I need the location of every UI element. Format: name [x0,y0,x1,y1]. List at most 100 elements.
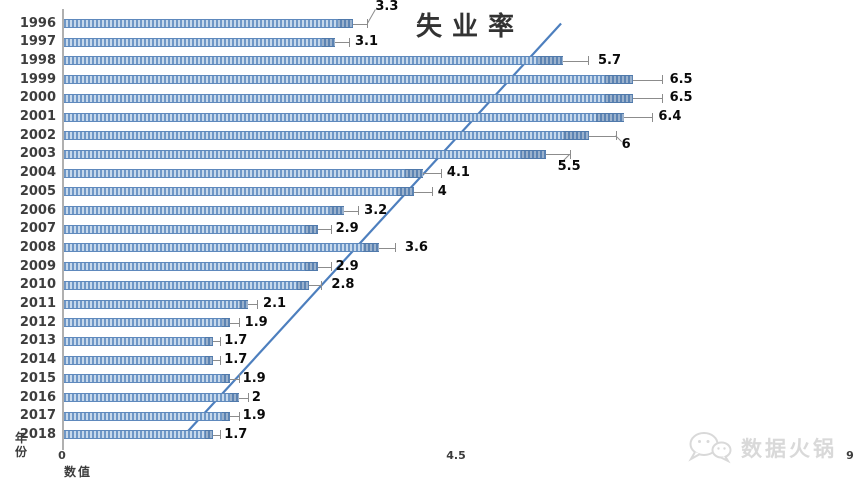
error-bar-plus-2002 [589,135,616,137]
data-label-1999: 6.5 [669,71,693,87]
data-label-2000: 6.5 [669,90,693,106]
bar-2006 [64,206,345,215]
bar-2017 [64,411,231,421]
data-label-2015: 1.9 [242,370,266,386]
error-bar-minus-2016 [230,393,240,402]
data-label-2010: 2.8 [331,277,355,293]
error-bar-plus-2014 [212,360,221,362]
error-bar-cap-2005 [431,187,433,197]
error-bar-minus-2007 [305,224,318,234]
data-label-2004: 4.1 [446,165,470,181]
year-label-2017: 2017 [19,408,56,424]
bar-2004 [64,168,423,178]
error-bar-plus-2018 [212,434,221,436]
error-bar-plus-2009 [317,266,331,268]
year-label-2010: 2010 [19,277,56,293]
error-bar-minus-1999 [604,75,634,85]
x-tick-0: 0 [58,449,66,462]
error-bar-minus-2008 [363,243,380,253]
error-bar-plus-2006 [344,210,359,212]
year-label-1996: 1996 [19,15,56,31]
error-bar-cap-2003 [569,149,571,159]
error-bar-plus-2003 [545,154,570,156]
error-bar-minus-1997 [321,37,336,47]
year-label-2013: 2013 [19,333,56,349]
bar-2011 [64,299,248,309]
error-bar-cap-2011 [257,299,259,309]
error-bar-plus-2012 [230,322,239,324]
year-label-2000: 2000 [19,90,56,106]
error-bar-cap-1997 [348,37,350,47]
data-label-2009: 2.9 [335,258,359,274]
watermark: 数据火锅 [687,430,837,466]
error-bar-cap-2018 [220,430,222,440]
error-bar-minus-2013 [205,336,213,346]
year-label-1999: 1999 [19,71,56,87]
error-bar-cap-2001 [652,112,654,122]
error-bar-minus-1998 [538,56,564,66]
data-label-2005: 4 [437,183,447,199]
error-bar-minus-2001 [596,112,625,122]
bar-2018 [64,430,213,440]
y-axis-line [62,9,64,450]
error-bar-plus-1996 [352,23,368,25]
bar-1996 [64,19,353,28]
error-bar-plus-2011 [247,304,258,305]
wechat-chat-bubbles-icon [688,432,732,464]
error-bar-cap-2013 [220,336,222,346]
bar-2001 [64,112,625,122]
error-bar-plus-1998 [563,60,589,62]
data-label-2003: 5.5 [557,159,581,175]
error-bar-cap-1998 [588,56,590,66]
error-bar-cap-2010 [321,280,323,290]
error-bar-plus-2008 [379,247,395,249]
error-bar-cap-2014 [220,355,222,365]
year-label-2004: 2004 [19,165,56,181]
error-bar-minus-2003 [521,149,546,159]
data-label-1998: 5.7 [598,52,622,68]
error-bar-cap-2016 [247,393,249,402]
error-bar-cap-2009 [330,262,332,272]
bar-2016 [64,393,240,402]
x-tick-9: 9 [846,449,854,462]
error-bar-plus-1999 [633,79,662,81]
data-label-2011: 2.1 [263,296,287,311]
data-label-1996: 3.3 [375,0,399,14]
error-bar-minus-2000 [604,93,634,103]
error-bar-cap-2012 [238,318,240,328]
x-tick-4.5: 4.5 [446,449,466,462]
error-bar-cap-2007 [330,224,332,234]
year-label-2001: 2001 [19,109,56,124]
data-label-2016: 2 [251,389,261,405]
year-label-2006: 2006 [19,202,56,218]
chart-title: 失业率 [415,12,525,42]
error-bar-cap-2006 [358,206,360,215]
data-label-2002: 6 [621,136,631,152]
year-label-2015: 2015 [19,370,56,386]
error-bar-minus-2002 [563,131,590,141]
year-label-1998: 1998 [19,52,56,68]
year-label-2005: 2005 [19,183,56,199]
data-label-2014: 1.7 [224,352,248,368]
year-label-2014: 2014 [19,352,56,368]
bar-2012 [64,318,231,328]
error-bar-minus-2015 [222,374,231,384]
year-label-1997: 1997 [19,34,56,50]
bar-2013 [64,336,213,346]
error-bar-cap-2017 [238,411,240,421]
error-bar-minus-2012 [222,318,231,328]
data-label-2006: 3.2 [364,202,388,218]
error-bar-plus-2001 [624,117,653,118]
error-bar-plus-2017 [230,416,239,418]
error-bar-cap-2000 [661,93,663,103]
watermark-text: 数据火锅 [741,437,837,461]
error-bar-minus-2010 [296,280,310,290]
error-bar-cap-2015 [238,374,240,384]
error-bar-minus-2011 [238,299,248,309]
bar-2008 [64,243,380,253]
bar-2014 [64,355,213,365]
year-label-2018: 2018 [19,426,56,442]
data-label-2013: 1.7 [224,333,248,349]
error-bar-minus-2004 [405,168,423,178]
